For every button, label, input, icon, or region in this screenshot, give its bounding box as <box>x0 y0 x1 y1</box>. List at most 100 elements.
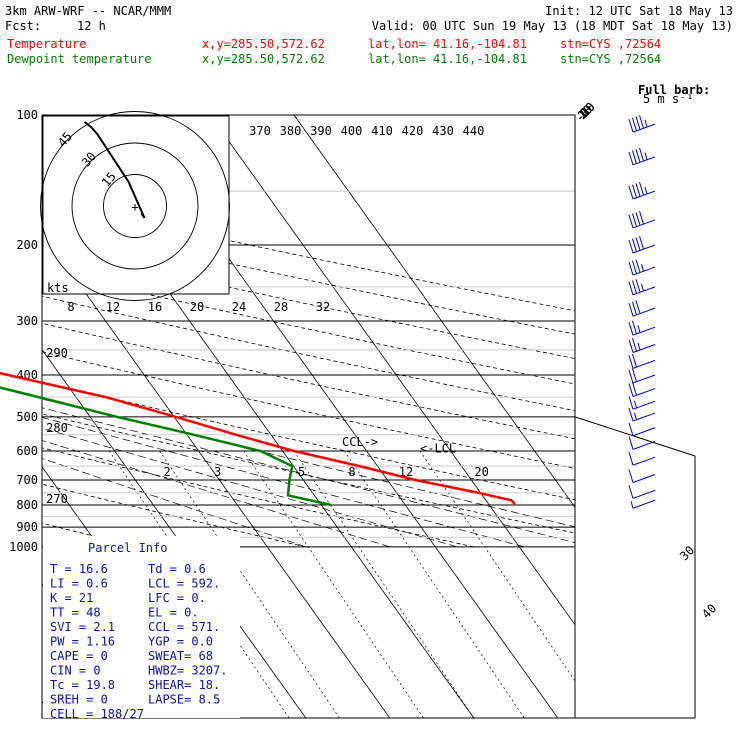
wind-barb-half-flag <box>644 186 648 194</box>
wind-barb-staff <box>632 412 656 422</box>
mixing-ratio-label: 5 <box>298 465 305 479</box>
parcel-info-right: LFC = 0. <box>148 591 206 605</box>
wind-barb-flag <box>628 261 634 276</box>
wind-barb-flag <box>635 237 641 251</box>
wind-barb-staff <box>632 456 656 466</box>
wind-barb-staff <box>632 374 656 384</box>
wind-barb-staff <box>632 123 656 133</box>
isotherm-label: 30 <box>677 543 697 563</box>
hodograph-scale-label: 16 <box>148 300 162 314</box>
wind-barb-staff <box>632 286 656 296</box>
hodograph-trace <box>83 121 146 219</box>
wind-barb <box>628 422 656 437</box>
wind-barb-flag <box>635 183 641 197</box>
wind-barb <box>628 485 656 499</box>
plot-extension-frame <box>574 115 696 719</box>
wind-barb-flag <box>639 210 644 225</box>
wind-barb <box>628 300 656 317</box>
wind-barb <box>628 181 656 200</box>
wind-barb-staff <box>632 307 656 317</box>
isotherm-label: 40 <box>699 601 719 621</box>
theta-label: 390 <box>310 124 332 138</box>
wind-barb-flag <box>632 184 637 198</box>
wind-barb-staff <box>632 190 656 200</box>
theta-label: 440 <box>463 124 485 138</box>
theta-label: 400 <box>341 124 363 138</box>
wind-barb-staff <box>632 326 656 336</box>
mixing-ratio-label: 20 <box>474 465 488 479</box>
legend-temperature-xy: x,y=285.50,572.62 <box>202 37 325 51</box>
moist-adiabat-0 <box>42 458 307 548</box>
wind-barb-flag <box>635 279 641 293</box>
wind-barb <box>628 235 656 254</box>
pressure-label: 500 <box>16 410 38 424</box>
theta-label: 380 <box>280 124 302 138</box>
wind-barb-staff <box>632 388 656 398</box>
wind-barb-flag <box>628 302 634 317</box>
parcel-info-left: T = 16.6 <box>50 562 108 576</box>
pressure-label: 300 <box>16 314 38 328</box>
wind-barb-flag <box>639 147 644 162</box>
hodograph-scale-label: 8 <box>67 300 74 314</box>
wind-barb <box>628 396 656 410</box>
wind-barb <box>628 338 656 353</box>
parcel-info-left: CELL = 188/27 <box>50 707 144 721</box>
parcel-info-right: SHEAR= 18. <box>148 678 220 692</box>
wind-barb <box>628 210 656 229</box>
pressure-label: 800 <box>16 498 38 512</box>
plot-area: 2 3 5 8 12 201002003004005006007008009001000-… <box>0 100 719 721</box>
wind-barb-flag <box>639 115 644 129</box>
pressure-label: 1000 <box>9 540 38 554</box>
ccl-annotation: CCL-> <box>342 435 378 449</box>
model-title: 3km ARW-WRF -- NCAR/MMM <box>5 4 171 18</box>
mixing-ratio-label: 3 <box>214 465 221 479</box>
wind-barb <box>630 499 656 509</box>
parcel-info-right: CCL = 571. <box>148 620 220 634</box>
hodograph-scale-label: 24 <box>232 300 246 314</box>
valid-time: Valid: 00 UTC Sun 19 May 13 (18 MDT Sat … <box>372 19 733 33</box>
wind-barb-half-flag <box>634 412 637 420</box>
wind-barb <box>628 469 656 483</box>
legend-temperature-name: Temperature <box>7 37 86 51</box>
wind-barb-flag <box>632 301 637 315</box>
wind-barb-flag <box>635 116 641 130</box>
hodograph-scale-label: 32 <box>316 300 330 314</box>
wind-barb-flag <box>628 151 634 165</box>
wind-barb-flag <box>628 119 634 133</box>
wind-barb <box>628 382 656 398</box>
parcel-info-right: Td = 0.6 <box>148 562 206 576</box>
parcel-info-right: LAPSE= 8.5 <box>148 693 220 707</box>
forecast-hour: 12 h <box>77 19 106 33</box>
wind-barb-half-flag <box>637 325 641 333</box>
pressure-label: 700 <box>16 473 38 487</box>
hodograph-scale-label: 12 <box>106 300 120 314</box>
wind-barb-flag <box>635 300 641 314</box>
parcel-info-left: SVI = 2.1 <box>50 620 115 634</box>
wind-barb-staff <box>632 489 656 499</box>
theta-left-label: 280 <box>46 421 68 435</box>
wind-barb-staff <box>632 440 656 450</box>
pressure-label: 600 <box>16 444 38 458</box>
theta-label: 420 <box>402 124 424 138</box>
parcel-info-right: LCL = 592. <box>148 577 220 591</box>
theta-left-label: 270 <box>46 492 68 506</box>
parcel-info-background <box>43 536 240 718</box>
dewpoint-trace <box>0 386 332 507</box>
hodograph-ring-30 <box>71 142 199 270</box>
pressure-label: 900 <box>16 520 38 534</box>
wind-barb-flag <box>628 281 634 295</box>
wind-barb-staff <box>632 499 656 509</box>
wind-barb-flag <box>628 422 634 436</box>
parcel-info-left: PW = 1.16 <box>50 635 115 649</box>
temperature-trace <box>0 371 516 505</box>
wind-barb-flag <box>632 280 637 294</box>
wind-barb-flag <box>628 469 634 483</box>
parcel-info-left: Tc = 19.8 <box>50 678 115 692</box>
wind-barb-flag <box>628 239 634 254</box>
wind-barb-staff <box>632 266 656 276</box>
parcel-info-left: CAPE = 0 <box>50 649 108 663</box>
mixing-ratio-line-1 <box>159 450 340 718</box>
wind-barb-flag <box>632 382 637 396</box>
wind-barb-staff <box>632 359 656 369</box>
